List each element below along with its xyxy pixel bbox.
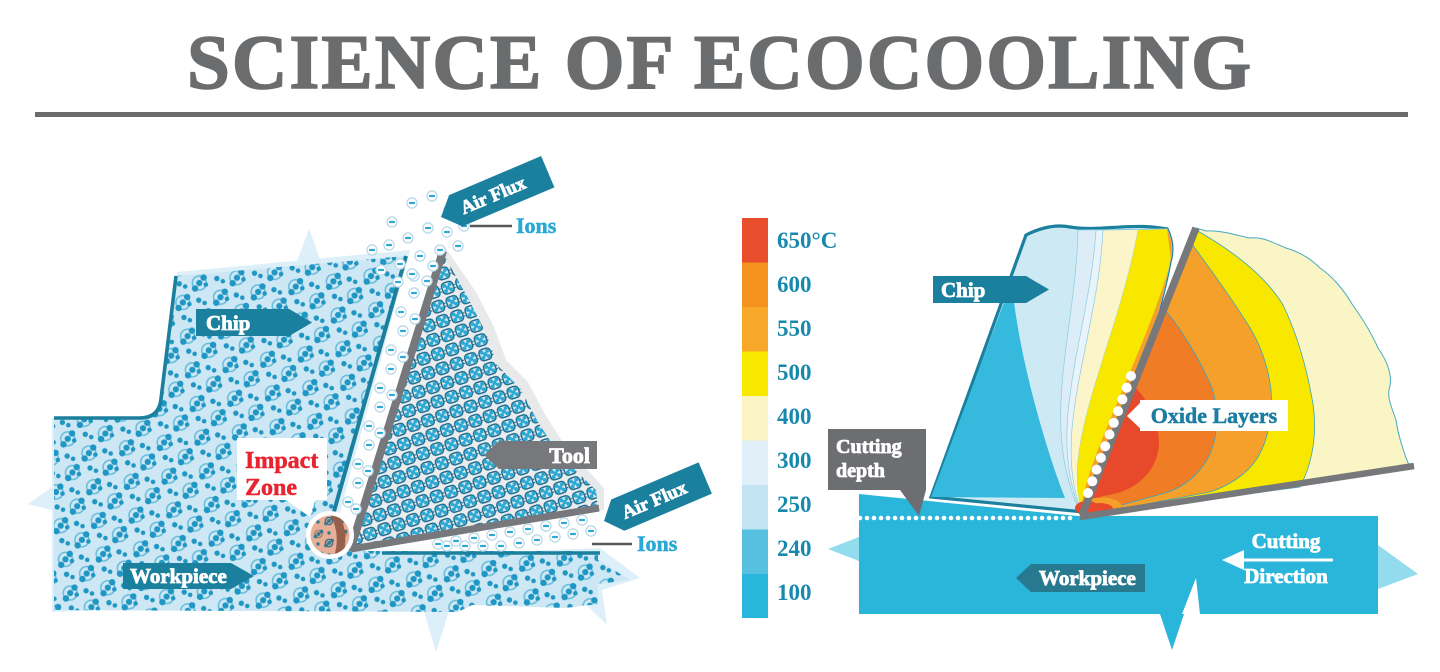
svg-text:250: 250 [777,492,812,517]
svg-text:240: 240 [777,536,812,561]
svg-text:Chip: Chip [206,311,250,335]
svg-text:Workpiece: Workpiece [130,564,227,588]
svg-text:depth: depth [836,460,885,482]
svg-text:Oxide Layers: Oxide Layers [1151,403,1278,428]
svg-text:SCIENCE OF ECOCOOLING: SCIENCE OF ECOCOOLING [187,19,1253,105]
svg-text:100: 100 [777,580,812,605]
svg-text:Cutting: Cutting [836,436,902,458]
svg-text:650°C: 650°C [777,228,837,253]
svg-text:Zone: Zone [245,475,297,501]
svg-text:500: 500 [777,360,812,385]
svg-text:300: 300 [777,448,812,473]
svg-text:Ions: Ions [516,213,557,238]
svg-text:Ions: Ions [637,531,678,556]
svg-text:Chip: Chip [941,278,985,302]
svg-text:600: 600 [777,272,812,297]
svg-text:400: 400 [777,404,812,429]
svg-text:Impact: Impact [245,448,318,474]
svg-text:Cutting: Cutting [1252,529,1321,553]
svg-text:Tool: Tool [549,443,590,468]
svg-text:Direction: Direction [1244,564,1328,588]
svg-text:Workpiece: Workpiece [1039,566,1136,590]
svg-text:550: 550 [777,316,812,341]
